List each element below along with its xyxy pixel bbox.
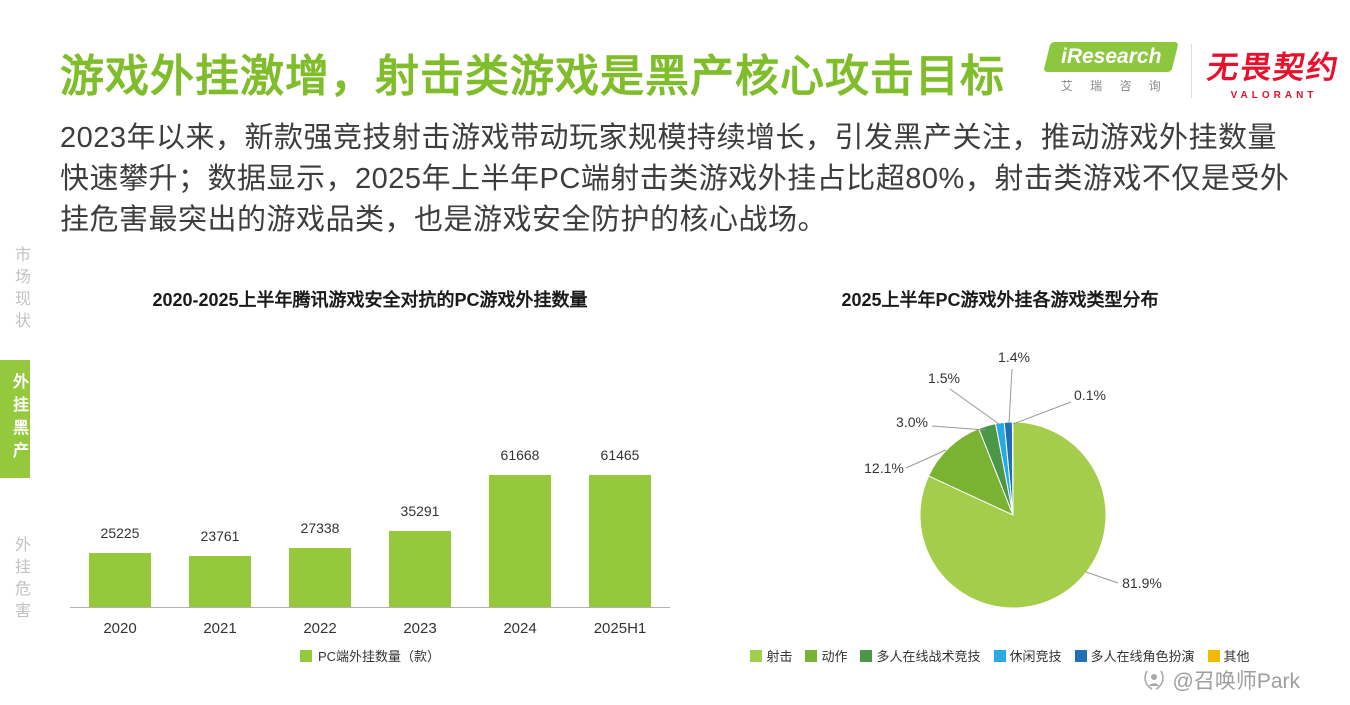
pie-percent-label: 1.4% [998, 349, 1030, 365]
pie-legend-item: 其他 [1207, 646, 1250, 665]
bar-legend-swatch [299, 649, 312, 662]
watermark-text: @召唤师Park [1172, 670, 1301, 693]
bar-value-label: 27338 [300, 520, 340, 536]
iresearch-logo: iResearch 艾 瑞 咨 询 [1042, 42, 1179, 94]
logo-divider [1191, 44, 1192, 98]
bar [389, 531, 451, 607]
valorant-logo: 无畏契约 VALORANT [1205, 42, 1343, 101]
pie-legend-swatch [1074, 649, 1087, 662]
bar-value-label: 61668 [500, 447, 540, 463]
bar-column: 23761 2021 [170, 340, 270, 637]
pie-percent-label: 3.0% [896, 414, 928, 430]
bar-value-label: 61465 [600, 447, 640, 463]
pie-legend-label: 多人在线角色扮演 [1090, 649, 1195, 664]
pie-label-leader-line [931, 425, 986, 431]
pie-legend-item: 动作 [805, 646, 847, 665]
bar [289, 548, 351, 607]
pie-legend-swatch [860, 649, 873, 662]
bar-column: 35291 2023 [370, 340, 470, 637]
bar-category-label: 2020 [103, 620, 137, 637]
pie-label-leader-line [1008, 368, 1013, 424]
iresearch-chinese-name: 艾 瑞 咨 询 [1060, 79, 1168, 93]
pie-legend-label: 射击 [766, 649, 793, 664]
valorant-chinese-name: 无畏契约 [1205, 50, 1343, 85]
pie-legend-item: 多人在线战术竞技 [860, 646, 981, 665]
pie-legend-swatch [750, 649, 763, 662]
watermark: @召唤师Park [1141, 665, 1301, 695]
pie-chart: 81.9% 12.1% 3.0% 1.5% 1.4% 0.1% [864, 349, 1162, 609]
bar-category-label: 2024 [503, 620, 537, 637]
pie-chart-panel: 2025上半年PC游戏外挂各游戏类型分布 81.9% 12.1% 3.0% 1.5% 1… [700, 278, 1300, 688]
pie-label-leader-line [1012, 401, 1072, 425]
bar-legend-label: PC端外挂数量（款） [317, 649, 441, 664]
pie-chart-legend: 射击 动作 多人在线战术竞技 休闲竞技 多人在线角色扮演 其他 [700, 646, 1300, 665]
pie-legend-label: 休闲竞技 [1009, 649, 1062, 664]
pie-slice [919, 421, 1107, 609]
iresearch-wordmark: iResearch [1060, 45, 1161, 68]
bar-column: 61465 2025H1 [570, 340, 670, 637]
bar-category-label: 2021 [203, 620, 237, 637]
pie-percent-label: 1.5% [928, 370, 960, 386]
bar [589, 475, 651, 607]
watermark-badge-icon [1143, 670, 1164, 690]
page-title: 游戏外挂激增，射击类游戏是黑产核心攻击目标 [60, 52, 1005, 101]
pie-legend-label: 动作 [821, 649, 848, 664]
bar-value-label: 23761 [200, 528, 240, 544]
pie-chart-title: 2025上半年PC游戏外挂各游戏类型分布 [841, 290, 1159, 310]
bar-column: 61668 2024 [470, 340, 570, 637]
iresearch-flag: iResearch [1042, 42, 1179, 72]
pie-legend-label: 多人在线战术竞技 [876, 649, 981, 664]
pie-legend-swatch [993, 649, 1006, 662]
bar-category-label: 2023 [403, 620, 437, 637]
bar-category-label: 2022 [303, 620, 337, 637]
bar-column: 27338 2022 [270, 340, 370, 637]
bar-column: 25225 2020 [70, 340, 170, 637]
pie-legend-label: 其他 [1223, 649, 1250, 664]
pie-legend-item: 射击 [750, 646, 792, 665]
pie-slice [1011, 421, 1014, 516]
bar-chart-panel: 2020-2025上半年腾讯游戏安全对抗的PC游戏外挂数量 25225 2020 2… [60, 278, 680, 688]
bar [489, 475, 551, 607]
sidebar-item-cheat-harm[interactable]: 外挂危害 [12, 536, 29, 624]
bar-value-label: 35291 [400, 503, 440, 519]
pie-label-leader-line [905, 449, 947, 469]
bar [189, 556, 251, 607]
intro-paragraph: 2023年以来，新款强竞技射击游戏带动玩家规模持续增长，引发黑产关注，推动游戏外… [60, 122, 1290, 237]
bar-category-label: 2025H1 [593, 620, 647, 637]
pie-label-leader-line [1085, 571, 1119, 584]
bar [89, 553, 151, 607]
pie-legend-swatch [805, 649, 818, 662]
bar-chart-title: 2020-2025上半年腾讯游戏安全对抗的PC游戏外挂数量 [152, 290, 588, 310]
pie-legend-item: 休闲竞技 [993, 646, 1062, 665]
bar-chart-legend: PC端外挂数量（款） [60, 646, 680, 665]
pie-percent-label: 0.1% [1074, 387, 1106, 403]
pie-percent-label: 81.9% [1122, 575, 1162, 591]
pie-label-leader-line [949, 388, 1000, 425]
logo-area: iResearch 艾 瑞 咨 询 无畏契约 VALORANT [1042, 42, 1343, 101]
pie-legend-swatch [1207, 649, 1220, 662]
bar-chart: 25225 2020 23761 2021 27338 2022 35291 2023 6166… [70, 340, 670, 637]
pie-legend-item: 多人在线角色扮演 [1074, 646, 1195, 665]
sidebar-item-market-status[interactable]: 市场现状 [12, 246, 29, 334]
pie-percent-label: 12.1% [864, 460, 904, 476]
valorant-wordmark: VALORANT [1230, 90, 1318, 101]
sidebar-item-cheat-industry[interactable]: 外挂黑产 [0, 360, 30, 478]
bar-value-label: 25225 [100, 525, 140, 541]
